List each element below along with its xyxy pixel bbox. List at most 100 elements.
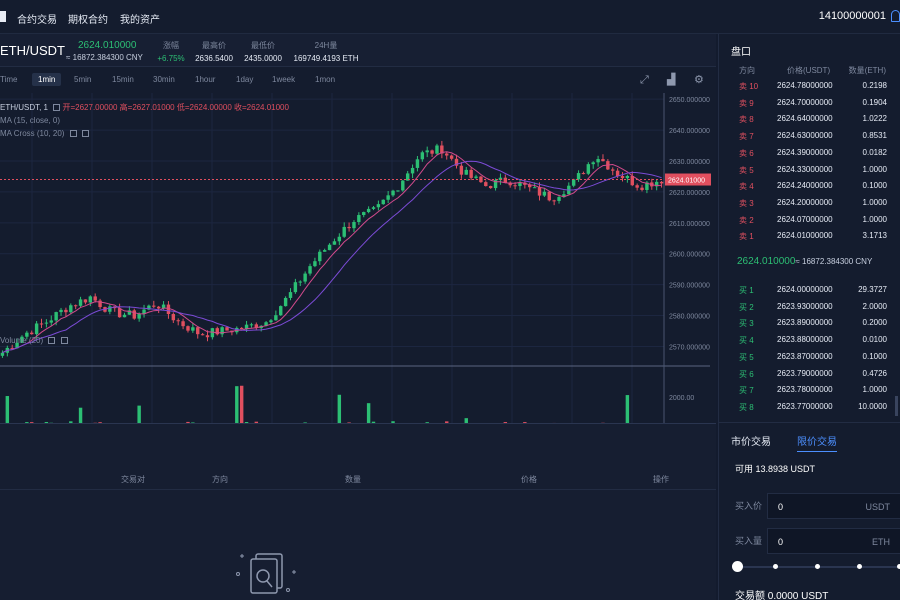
- logo[interactable]: [0, 11, 6, 22]
- pair-title[interactable]: ETH/USDT: [0, 43, 65, 58]
- candlestick-svg[interactable]: 2650.000000 2640.000000 2630.000000 2620.00…: [0, 93, 716, 423]
- ob-price: 2624.20000000: [777, 197, 833, 207]
- slider-stop[interactable]: [773, 564, 778, 569]
- buy-price-value[interactable]: 0: [778, 502, 784, 512]
- ob-qty: 1.0000: [862, 164, 887, 174]
- buy-price-input[interactable]: 0 USDT: [767, 493, 900, 519]
- legend-settings-icon[interactable]: [69, 130, 77, 137]
- candle-body: [542, 191, 547, 196]
- candle-body: [20, 336, 24, 343]
- slider-stop[interactable]: [857, 564, 862, 569]
- bid-row[interactable]: 买 5 2623.87000000 0.1000: [719, 348, 900, 365]
- ob-qty: 0.1000: [862, 351, 887, 361]
- ask-row[interactable]: 卖 5 2624.33000000 1.0000: [719, 161, 900, 178]
- volume-settings-icon[interactable]: [48, 337, 56, 344]
- candle-body: [0, 352, 5, 356]
- legend-toggle-icon[interactable]: [53, 104, 61, 111]
- nav-options-contract[interactable]: 期权合约: [68, 15, 108, 26]
- ob-price: 2624.24000000: [777, 181, 833, 191]
- user-account[interactable]: 14100000001: [818, 10, 886, 22]
- tf-1hour[interactable]: 1hour: [195, 75, 216, 84]
- tab-limit-trade[interactable]: 限价交易: [797, 433, 837, 452]
- ask-row[interactable]: 卖 7 2624.63000000 0.8531: [719, 127, 900, 144]
- nav-contract-trade[interactable]: 合约交易: [17, 15, 57, 26]
- ob-price: 2623.87000000: [777, 351, 833, 361]
- volume-bar: [303, 422, 307, 423]
- bid-row[interactable]: 买 1 2624.00000000 29.3727: [719, 281, 900, 298]
- tf-30min[interactable]: 30min: [153, 75, 175, 84]
- bid-row[interactable]: 买 4 2623.88000000 0.0100: [719, 331, 900, 348]
- settings-gear-icon[interactable]: ⚙: [694, 74, 704, 86]
- candle-body: [357, 215, 361, 222]
- bid-row[interactable]: 买 2 2623.93000000 2.0000: [719, 298, 900, 315]
- empty-orders-icon: [236, 553, 296, 594]
- candle-body: [405, 173, 410, 181]
- volume-bar: [371, 421, 376, 423]
- ask-row[interactable]: 卖 4 2624.24000000 0.1000: [719, 177, 900, 194]
- ma-line-fast: [2, 151, 662, 354]
- tf-15min[interactable]: 15min: [112, 75, 134, 84]
- candle-body: [547, 191, 551, 201]
- candle-body: [581, 173, 586, 175]
- bid-row[interactable]: 买 7 2623.78000000 1.0000: [719, 381, 900, 398]
- candle-body: [498, 177, 503, 181]
- candle-body: [630, 175, 634, 186]
- indicator-icon[interactable]: ▟: [667, 74, 676, 86]
- ask-row[interactable]: 卖 9 2624.70000000 0.1904: [719, 94, 900, 111]
- ask-row[interactable]: 卖 10 2624.78000000 0.2198: [719, 77, 900, 94]
- ob-qty: 0.1000: [862, 181, 887, 191]
- volume-close-icon[interactable]: [60, 337, 68, 344]
- ma-cross-legend: MA Cross (10, 20): [0, 129, 89, 138]
- col-action: 操作: [653, 475, 669, 484]
- candle-body: [30, 332, 34, 335]
- bid-row[interactable]: 买 8 2623.77000000 10.0000: [719, 398, 900, 415]
- amount-slider[interactable]: [732, 561, 900, 572]
- legend-low: 低=2624.00000: [176, 103, 232, 112]
- tf-1week[interactable]: 1week: [272, 75, 296, 84]
- fullscreen-icon[interactable]: ⤢: [640, 74, 649, 86]
- ask-row[interactable]: 卖 3 2624.20000000 1.0000: [719, 194, 900, 211]
- legend-close-icon[interactable]: [81, 130, 89, 137]
- candle-body: [196, 327, 200, 335]
- slider-stop[interactable]: [815, 564, 820, 569]
- volume-bar: [235, 386, 239, 423]
- bid-row[interactable]: 买 3 2623.89000000 0.2000: [719, 314, 900, 331]
- tf-time[interactable]: Time: [0, 75, 18, 84]
- tf-1mon[interactable]: 1mon: [315, 75, 336, 84]
- candle-body: [200, 334, 205, 336]
- bid-row[interactable]: 买 6 2623.79000000 0.4726: [719, 365, 900, 382]
- candle-body: [108, 306, 112, 312]
- nav-my-assets[interactable]: 我的资产: [120, 15, 160, 26]
- buy-amount-value[interactable]: 0: [778, 537, 784, 547]
- ob-side: 买 7: [739, 386, 754, 396]
- candle-body: [420, 152, 425, 160]
- user-icon[interactable]: [891, 10, 900, 22]
- tf-1day[interactable]: 1day: [236, 75, 254, 84]
- buy-amount-label: 买入量: [735, 536, 763, 546]
- kline-chart[interactable]: 2650.000000 2640.000000 2630.000000 2620.00…: [0, 93, 716, 423]
- tf-1min[interactable]: 1min: [32, 73, 62, 86]
- buy-amount-input[interactable]: 0 ETH: [767, 528, 900, 554]
- volume-bar: [244, 422, 249, 423]
- ob-side: 买 4: [739, 336, 754, 346]
- ask-row[interactable]: 卖 2 2624.07000000 1.0000: [719, 211, 900, 228]
- slider-knob[interactable]: [732, 561, 743, 572]
- volume-bar: [347, 422, 351, 423]
- candle-body: [454, 158, 459, 166]
- tab-market-trade[interactable]: 市价交易: [731, 437, 771, 448]
- ob-price: 2623.88000000: [777, 335, 833, 345]
- ask-row[interactable]: 卖 1 2624.01000000 3.1713: [719, 227, 900, 244]
- orderbook-scrollbar[interactable]: [895, 396, 898, 416]
- volume-bar: [30, 422, 34, 423]
- stat-label: 最低价: [251, 41, 275, 50]
- candle-body: [620, 176, 625, 179]
- orderbook-mid-price: 2624.010000≈ 16872.384300 CNY: [737, 256, 872, 267]
- ob-qty: 0.2000: [862, 318, 887, 328]
- ask-row[interactable]: 卖 8 2624.64000000 1.0222: [719, 110, 900, 127]
- ask-row[interactable]: 卖 6 2624.39000000 0.0182: [719, 144, 900, 161]
- candle-body: [532, 187, 537, 189]
- candle-body: [44, 322, 49, 324]
- tf-5min[interactable]: 5min: [74, 75, 92, 84]
- slider-stop[interactable]: [897, 564, 900, 569]
- volume-label: Volume (20): [0, 336, 44, 345]
